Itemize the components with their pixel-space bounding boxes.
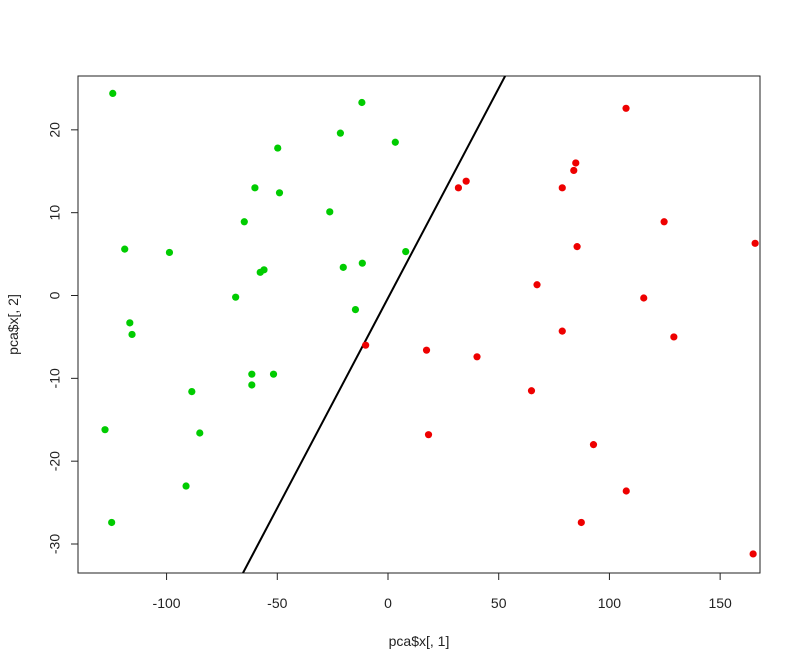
x-axis-title: pca$x[, 1]	[389, 633, 450, 649]
x-tick-label: 150	[708, 595, 732, 611]
data-point	[589, 441, 598, 449]
data-point	[101, 426, 109, 434]
data-point	[527, 387, 536, 395]
data-point	[326, 208, 334, 216]
y-tick-label: 10	[47, 205, 63, 221]
data-point	[108, 518, 116, 527]
x-tick-label: -50	[267, 595, 287, 611]
data-point	[251, 184, 259, 192]
x-tick-label: 50	[491, 595, 507, 611]
data-point	[660, 218, 668, 226]
data-point	[533, 281, 541, 289]
separating-line	[242, 76, 507, 573]
data-point	[622, 104, 630, 112]
data-point	[570, 166, 578, 175]
data-point	[196, 429, 204, 437]
data-point	[269, 370, 278, 378]
y-tick-label: -10	[47, 368, 63, 388]
data-point	[751, 239, 759, 247]
data-point	[749, 550, 757, 558]
data-point	[422, 346, 431, 354]
data-point	[424, 431, 433, 439]
data-point	[165, 248, 174, 257]
data-point	[358, 259, 366, 267]
data-point	[109, 89, 117, 97]
y-axis: -30 -20 -10 0 10 20	[47, 122, 78, 554]
x-tick-label: 0	[384, 595, 392, 611]
y-tick-label: 20	[47, 122, 63, 138]
data-point	[240, 218, 248, 226]
data-point	[391, 138, 399, 146]
data-point	[188, 387, 196, 396]
data-point	[182, 482, 190, 490]
data-point	[336, 129, 344, 137]
data-point	[128, 330, 136, 339]
data-point	[274, 144, 282, 152]
data-point	[232, 293, 240, 301]
data-point	[622, 487, 630, 495]
y-tick-label: 0	[47, 291, 63, 299]
data-point	[640, 294, 648, 302]
data-point	[362, 341, 370, 349]
x-tick-label: -100	[153, 595, 181, 611]
point-series	[101, 89, 410, 527]
y-axis-title: pca$x[, 2]	[5, 294, 21, 355]
data-point	[577, 518, 585, 527]
data-point	[358, 98, 366, 107]
data-point	[121, 245, 129, 253]
point-series	[362, 104, 759, 558]
data-point	[573, 243, 581, 251]
data-point	[275, 189, 284, 197]
y-tick-label: -30	[47, 534, 63, 554]
x-tick-label: 100	[598, 595, 622, 611]
data-point	[558, 327, 566, 335]
x-axis: -100 -50 0 50 100 150	[153, 573, 732, 611]
data-point	[462, 177, 470, 185]
y-tick-label: -20	[47, 451, 63, 471]
data-point	[260, 266, 268, 274]
data-point	[558, 184, 566, 192]
data-point	[351, 305, 360, 314]
data-point	[402, 248, 410, 256]
data-point	[670, 333, 678, 341]
data-point	[248, 381, 256, 389]
data-point	[454, 184, 463, 192]
data-point	[126, 319, 134, 327]
plot-frame	[77, 75, 761, 574]
data-point	[339, 263, 347, 271]
data-point	[473, 353, 481, 361]
data-point	[248, 370, 256, 378]
data-point	[572, 159, 580, 167]
